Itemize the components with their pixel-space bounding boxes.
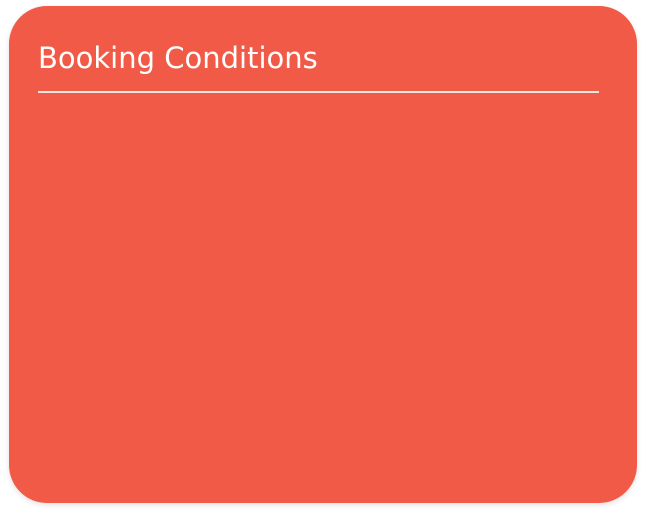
booking-conditions-card: Booking Conditions [9, 6, 637, 503]
title-divider [38, 91, 599, 93]
card-title: Booking Conditions [38, 41, 318, 75]
